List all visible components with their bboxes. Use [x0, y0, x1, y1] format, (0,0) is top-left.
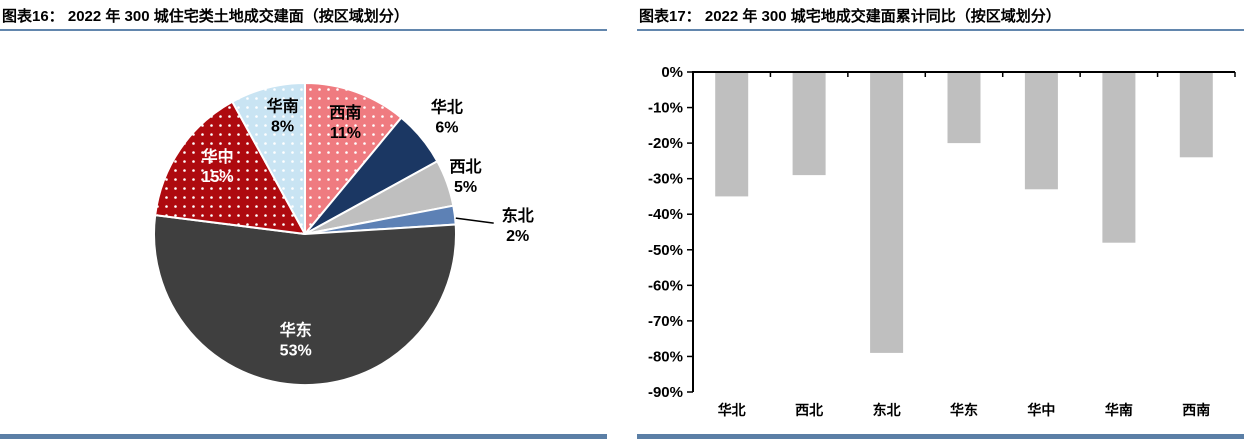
- x-category-label-西南: 西南: [1182, 402, 1210, 418]
- pie-slice-华东: [153, 214, 458, 386]
- y-tick-label: -30%: [648, 171, 683, 188]
- pie-panel-title: 图表16： 2022 年 300 城住宅类土地成交建面（按区域划分）: [2, 8, 409, 25]
- x-category-label-华中: 华中: [1027, 402, 1055, 418]
- pie-bottom-rule: [0, 434, 607, 439]
- pie-label-name-西北: 西北: [449, 158, 481, 176]
- x-category-label-西北: 西北: [795, 402, 823, 418]
- bar-华北: [715, 72, 749, 197]
- x-category-label-华东: 华东: [950, 402, 978, 418]
- pie-label-pct-西北: 5%: [454, 179, 477, 196]
- y-tick-label: -20%: [648, 135, 683, 152]
- y-tick-label: -80%: [648, 348, 683, 365]
- pie-label-pct-华东: 53%: [280, 343, 312, 360]
- pie-label-pct-华南: 8%: [271, 119, 294, 136]
- bar-华南: [1102, 72, 1136, 243]
- pie-label-name-东北: 东北: [502, 206, 534, 225]
- y-tick-label: -60%: [648, 277, 683, 294]
- bar-panel-title: 图表17： 2022 年 300 城宅地成交建面累计同比（按区域划分）: [639, 8, 1061, 25]
- y-tick-label: -50%: [648, 242, 683, 259]
- bar-title-rule: [637, 29, 1244, 31]
- y-tick-label: 0%: [661, 64, 683, 81]
- pie-title-rule: [0, 29, 607, 31]
- pie-chart: 西南 11% 华北 6% 西北 5% 东北 2% 华东 53% 华中 15% 华南 8%: [153, 82, 534, 386]
- x-category-label-华北: 华北: [718, 402, 746, 418]
- bar-panel: 图表17： 2022 年 300 城宅地成交建面累计同比（按区域划分） 0% -1…: [637, 0, 1244, 444]
- bar-bottom-rule: [637, 434, 1244, 439]
- x-category-label-华南: 华南: [1105, 402, 1133, 418]
- pie-slice-dots-华南: [232, 83, 305, 234]
- bar-chart: 0% -10% -20% -30% -40% -50% -60% -70% -80% -90% 华北…: [648, 64, 1236, 418]
- bar-西北: [792, 72, 826, 176]
- pie-label-name-华南: 华南: [267, 97, 299, 116]
- pie-label-name-华北: 华北: [431, 98, 463, 117]
- pie-label-name-西南: 西南: [329, 103, 361, 122]
- pie-label-name-华东: 华东: [280, 321, 312, 340]
- bar-东北: [870, 72, 904, 353]
- x-category-label-东北: 东北: [873, 402, 901, 418]
- pie-slice-dots-华中: [155, 101, 305, 234]
- pie-chart-host: 西南 11% 华北 6% 西北 5% 东北 2% 华东 53% 华中 15% 华南 8%: [0, 31, 607, 434]
- pie-leader-line-东北: [455, 217, 494, 224]
- bar-华东: [947, 72, 981, 144]
- y-tick-label: -40%: [648, 206, 683, 223]
- y-tick-label: -70%: [648, 313, 683, 330]
- pie-label-pct-东北: 2%: [506, 228, 529, 245]
- pie-panel: 图表16： 2022 年 300 城住宅类土地成交建面（按区域划分） 西南 11%…: [0, 0, 607, 444]
- pie-label-pct-西南: 11%: [330, 125, 361, 142]
- pie-label-pct-华北: 6%: [435, 120, 458, 137]
- bar-plot-group: 0% -10% -20% -30% -40% -50% -60% -70% -80% -90% 华北…: [648, 64, 1236, 418]
- pie-slices-group: 西南 11% 华北 6% 西北 5% 东北 2% 华东 53% 华中 15% 华南 8%: [153, 82, 534, 386]
- pie-slice-dots-西南: [305, 83, 402, 234]
- pie-label-name-华中: 华中: [202, 147, 234, 166]
- y-tick-label: -10%: [648, 100, 683, 117]
- bar-华中: [1024, 72, 1058, 190]
- bar-西南: [1179, 72, 1213, 158]
- pie-label-pct-华中: 15%: [202, 169, 234, 186]
- y-tick-label: -90%: [648, 384, 683, 401]
- bar-chart-host: 0% -10% -20% -30% -40% -50% -60% -70% -80% -90% 华北…: [637, 31, 1244, 434]
